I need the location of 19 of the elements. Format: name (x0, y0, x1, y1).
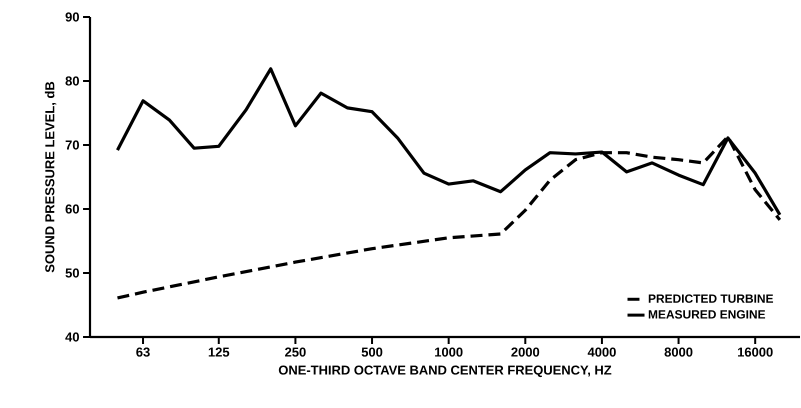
x-tick-label: 125 (208, 347, 230, 357)
y-tick-label: 50 (66, 268, 79, 278)
y-tick-label: 80 (66, 76, 79, 86)
legend-label: PREDICTED TURBINE (648, 294, 774, 303)
x-tick-label: 4000 (588, 347, 616, 357)
y-axis-title: SOUND PRESSURE LEVEL, dB (44, 82, 56, 272)
x-tick-label: 1000 (435, 347, 463, 357)
x-tick-label: 2000 (511, 347, 540, 357)
x-tick-label: 63 (136, 347, 150, 357)
legend-label: MEASURED ENGINE (648, 310, 766, 319)
x-axis-title: ONE-THIRD OCTAVE BAND CENTER FREQUENCY, HZ (278, 366, 612, 378)
y-tick-label: 60 (66, 204, 79, 214)
x-tick-label: 500 (362, 347, 382, 357)
x-tick-label: 16000 (738, 347, 773, 357)
y-tick-label: 90 (66, 12, 79, 22)
y-tick-label: 40 (65, 332, 79, 342)
x-tick-label: 8000 (664, 347, 692, 357)
y-tick-label: 70 (66, 140, 79, 150)
x-tick-label: 250 (285, 347, 306, 357)
